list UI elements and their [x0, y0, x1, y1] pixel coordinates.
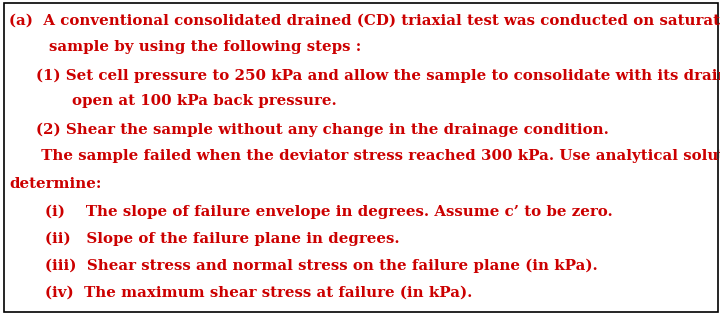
Text: determine:: determine: — [9, 177, 102, 191]
Text: sample by using the following steps :: sample by using the following steps : — [49, 40, 361, 54]
Text: (2) Shear the sample without any change in the drainage condition.: (2) Shear the sample without any change … — [36, 123, 609, 137]
Text: (i)    The slope of failure envelope in degrees. Assume c’ to be zero.: (i) The slope of failure envelope in deg… — [45, 205, 613, 219]
Text: (1) Set cell pressure to 250 kPa and allow the sample to consolidate with its dr: (1) Set cell pressure to 250 kPa and all… — [36, 68, 720, 83]
Text: (ii)   Slope of the failure plane in degrees.: (ii) Slope of the failure plane in degre… — [45, 231, 400, 246]
Text: open at 100 kPa back pressure.: open at 100 kPa back pressure. — [72, 94, 337, 108]
Text: The sample failed when the deviator stress reached 300 kPa. Use analytical solut: The sample failed when the deviator stre… — [36, 149, 720, 163]
Text: (iv)  The maximum shear stress at failure (in kPa).: (iv) The maximum shear stress at failure… — [45, 285, 473, 299]
Text: (a)  A conventional consolidated drained (CD) triaxial test was conducted on sat: (a) A conventional consolidated drained … — [9, 14, 720, 28]
Text: (iii)  Shear stress and normal stress on the failure plane (in kPa).: (iii) Shear stress and normal stress on … — [45, 258, 598, 273]
FancyBboxPatch shape — [4, 3, 718, 312]
